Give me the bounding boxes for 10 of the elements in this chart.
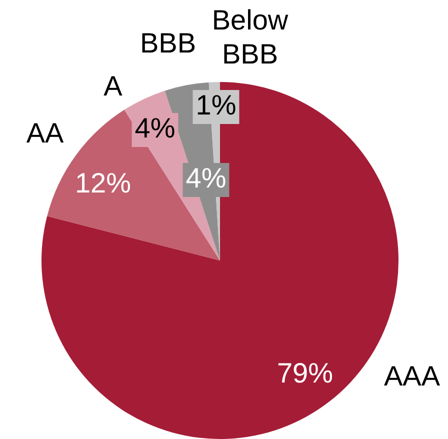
slice-label: A <box>104 70 123 102</box>
slice-label: Below BBB <box>212 4 289 70</box>
slice-label: AA <box>26 118 64 149</box>
data-label: 4% <box>186 162 226 194</box>
data-label: 12% <box>74 168 132 199</box>
data-label: 4% <box>134 112 176 144</box>
slice-label: AAA <box>384 360 440 392</box>
data-label: 1% <box>196 90 236 121</box>
slice-label: BBB <box>140 28 196 59</box>
data-label: 79% <box>276 358 334 389</box>
